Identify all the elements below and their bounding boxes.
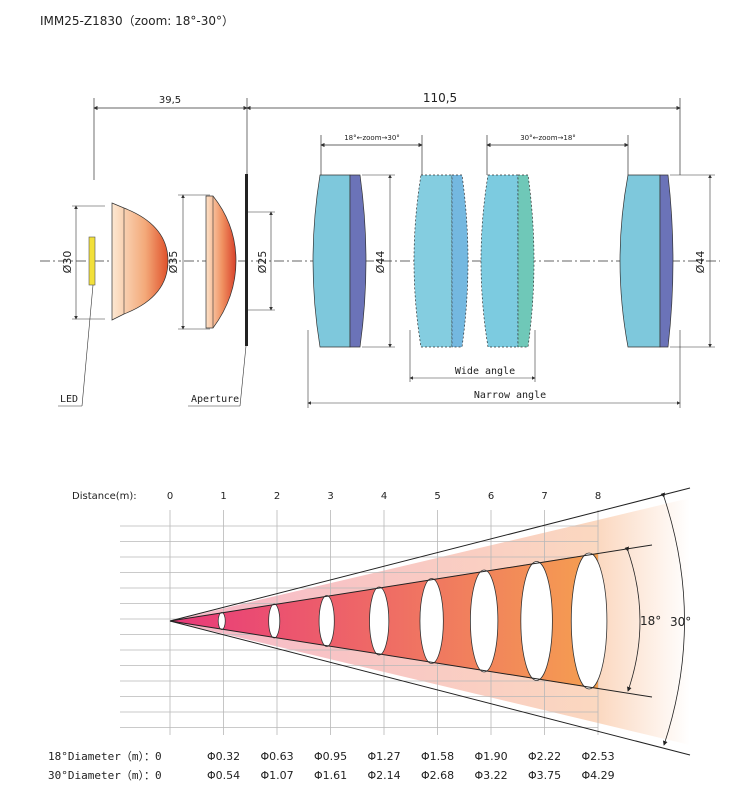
beam-spread-diagram: Distance(m): 0 1 2 3 4 5 6 7 8 18° 30° 18°Diamet… — [48, 487, 691, 782]
distance-tick-0: 0 — [167, 491, 173, 502]
distance-tick-1: 1 — [220, 491, 226, 502]
diameter-18-2m: Φ0.63 — [261, 750, 294, 763]
narrow-beam-top-edge — [169, 544, 653, 622]
diameter-30-3m: Φ1.61 — [314, 769, 347, 782]
diam-led-label: Ø30 — [61, 251, 74, 274]
page-title: IMM25-Z1830（zoom: 18°-30°） — [40, 14, 235, 28]
end-lens-front — [619, 174, 661, 348]
beam-spot-4m — [369, 586, 390, 656]
diam-aperture-label: Ø25 — [256, 251, 269, 274]
distance-tick-5: 5 — [434, 491, 440, 502]
aperture-plate — [245, 174, 248, 346]
zoom-lens-group-2-narrow — [480, 174, 519, 348]
distance-label: Distance(m): — [72, 491, 137, 502]
zoom-left-label: 18°←zoom→30° — [344, 134, 400, 142]
diameter-18-8m: Φ2.53 — [582, 750, 615, 763]
collimator-lens-1 — [111, 202, 169, 321]
angle-label-30: 30° — [670, 615, 691, 629]
beam-spot-2m — [268, 603, 281, 639]
collimator-lens-2 — [205, 195, 237, 329]
optical-layout-diagram: 39,5 110,5 18°←zoom→30° 30°←zoom→18° Ø30… — [40, 91, 720, 408]
diam-lens2-label: Ø35 — [167, 251, 180, 274]
led-label: LED — [60, 394, 78, 405]
distance-tick-7: 7 — [541, 491, 547, 502]
beam-spot-1m — [217, 612, 226, 630]
diameter-30-1m: Φ0.54 — [207, 769, 240, 782]
diam-group-label: Ø44 — [374, 251, 387, 274]
wide-beam-top-edge — [169, 487, 691, 622]
distance-tick-6: 6 — [488, 491, 494, 502]
dim-label-39-5: 39,5 — [159, 95, 181, 106]
distance-tick-4: 4 — [381, 491, 387, 502]
diameter-18-7m: Φ2.22 — [528, 750, 561, 763]
diameter-30-5m: Φ2.68 — [421, 769, 454, 782]
angle-arc-30 — [660, 492, 685, 746]
diameter-30-row-label: 30°Diameter（m）：0 — [48, 769, 162, 782]
diameter-18-values: Φ0.32 Φ0.63 Φ0.95 Φ1.27 Φ1.58 Φ1.90 Φ2.22 Φ2.53 — [207, 750, 615, 763]
diameter-30-7m: Φ3.75 — [528, 769, 561, 782]
diameter-18-4m: Φ1.27 — [368, 750, 401, 763]
end-lens-rear — [659, 174, 674, 348]
diam-end-label: Ø44 — [694, 251, 707, 274]
diameter-30-6m: Φ3.22 — [475, 769, 508, 782]
diameter-18-row-label: 18°Diameter（m）：0 — [48, 750, 162, 763]
beam-spot-7m — [520, 561, 553, 681]
beam-spot-8m — [570, 552, 608, 690]
zoom-lens-group-1-rear — [349, 174, 367, 348]
angle-arc-18 — [624, 546, 641, 692]
led-chip — [88, 236, 96, 286]
angle-label-18: 18° — [640, 614, 661, 628]
aperture-label: Aperture — [191, 394, 239, 405]
diameter-18-5m: Φ1.58 — [421, 750, 454, 763]
diameter-30-values: Φ0.54 Φ1.07 Φ1.61 Φ2.14 Φ2.68 Φ3.22 Φ3.75 Φ4.29 — [207, 769, 615, 782]
distance-tick-3: 3 — [327, 491, 333, 502]
wide-angle-label: Wide angle — [455, 366, 515, 377]
distance-tick-8: 8 — [595, 491, 601, 502]
distance-ticks: 0 1 2 3 4 5 6 7 8 — [167, 491, 601, 502]
dim-label-110-5: 110,5 — [423, 91, 457, 105]
beam-spot-ellipses — [217, 552, 608, 690]
diameter-18-1m: Φ0.32 — [207, 750, 240, 763]
narrow-angle-label: Narrow angle — [474, 390, 546, 401]
diameter-18-3m: Φ0.95 — [314, 750, 347, 763]
beam-spot-6m — [469, 569, 499, 673]
beam-spot-3m — [318, 595, 335, 647]
zoom-lens-group-1-front — [312, 174, 351, 348]
diameter-18-6m: Φ1.90 — [475, 750, 508, 763]
wide-beam-bottom-edge — [169, 620, 691, 756]
zoom-lens-group-2-wide — [413, 174, 453, 348]
diameter-30-2m: Φ1.07 — [261, 769, 294, 782]
diameter-30-4m: Φ2.14 — [368, 769, 401, 782]
narrow-beam-bottom-edge — [169, 620, 653, 698]
beam-spot-5m — [419, 578, 444, 664]
distance-tick-2: 2 — [274, 491, 280, 502]
diameter-30-8m: Φ4.29 — [582, 769, 615, 782]
zoom-right-label: 30°←zoom→18° — [520, 134, 576, 142]
